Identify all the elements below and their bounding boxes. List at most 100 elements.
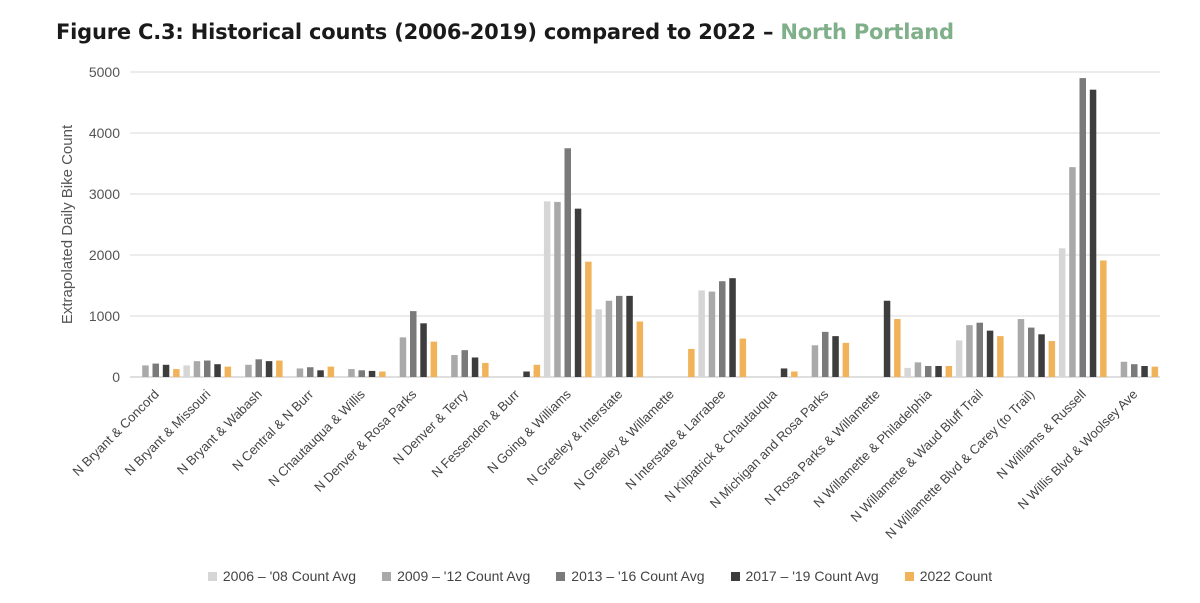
- bar: [1058, 248, 1066, 377]
- chart-title-accent: North Portland: [780, 20, 954, 44]
- bar: [605, 300, 613, 377]
- bar: [410, 311, 417, 377]
- legend-item: 2013 – '16 Count Avg: [556, 568, 705, 584]
- bar: [739, 338, 747, 377]
- bar: [543, 201, 551, 377]
- bars: [142, 78, 1159, 377]
- legend-swatch: [207, 571, 217, 581]
- bar: [451, 355, 458, 377]
- bar: [780, 368, 788, 377]
- legend-swatch: [730, 571, 740, 581]
- bar: [564, 148, 571, 377]
- bar: [296, 368, 304, 377]
- bar: [368, 370, 376, 377]
- x-category-label: N Williams & Russell: [993, 386, 1088, 481]
- bar: [214, 364, 221, 377]
- bar: [471, 357, 479, 377]
- bar: [193, 361, 201, 377]
- bar: [1038, 334, 1045, 377]
- bar: [1017, 319, 1025, 377]
- y-tick-label: 2000: [89, 247, 120, 263]
- x-category-label: N Bryant & Concord: [70, 387, 162, 479]
- bar: [976, 322, 983, 377]
- bar: [616, 295, 623, 377]
- bar: [822, 331, 829, 377]
- legend-label: 2009 – '12 Count Avg: [397, 568, 531, 584]
- bar: [173, 369, 180, 377]
- bar: [595, 309, 602, 377]
- legend-label: 2017 – '19 Count Avg: [745, 568, 879, 584]
- bar: [379, 371, 386, 377]
- x-category-label: N Fessenden & Burr: [428, 386, 522, 480]
- bar: [317, 370, 324, 377]
- bar: [997, 336, 1004, 377]
- bar: [1089, 89, 1097, 377]
- bar: [430, 341, 438, 377]
- legend-label: 2013 – '16 Count Avg: [571, 568, 705, 584]
- legend-item: 2006 – '08 Count Avg: [207, 568, 357, 584]
- bar: [1151, 366, 1159, 377]
- x-category-label: N Denver & Rosa Parks: [311, 386, 420, 495]
- legend-label: 2022 Count: [919, 568, 993, 584]
- legend-item: 2009 – '12 Count Avg: [382, 568, 530, 584]
- x-category-label: N Bryant & Wabash: [174, 387, 265, 478]
- bar: [945, 366, 953, 377]
- bar: [399, 337, 407, 377]
- y-tick-label: 4000: [89, 125, 120, 141]
- bar: [636, 321, 644, 377]
- y-tick-label: 3000: [89, 186, 120, 202]
- bar: [482, 362, 489, 377]
- bar: [791, 371, 798, 377]
- bar: [925, 366, 932, 377]
- gridlines: [130, 71, 1160, 378]
- bar: [688, 348, 695, 377]
- bar: [358, 370, 365, 377]
- bar: [204, 360, 211, 377]
- bar: [1131, 364, 1138, 377]
- bar: [142, 365, 149, 377]
- bar: [255, 359, 262, 377]
- bar: [1028, 327, 1035, 377]
- bar: [533, 364, 541, 377]
- bar: [152, 363, 159, 377]
- bar: [1069, 167, 1076, 377]
- x-category-label: N Chautauqua & Willis: [265, 386, 368, 489]
- bar: [585, 261, 592, 377]
- bar: [1079, 78, 1086, 377]
- y-axis-ticks: 0 1000 2000 3000 4000 5000: [89, 64, 120, 385]
- x-category-label: N Greeley & Willamette: [571, 387, 677, 493]
- bar: [708, 291, 716, 377]
- bar: [327, 366, 335, 377]
- legend-item: 2022 Count: [904, 568, 993, 584]
- bar: [719, 281, 726, 377]
- legend-swatch: [556, 571, 566, 581]
- chart-title-main: Figure C.3: Historical counts (2006-2019…: [56, 20, 781, 44]
- bar: [1120, 361, 1128, 377]
- bar: [1100, 260, 1107, 377]
- bar: [265, 361, 273, 377]
- legend-label: 2006 – '08 Count Avg: [222, 568, 357, 584]
- x-category-label: N Interstate & Larrabee: [622, 387, 728, 493]
- bar: [966, 325, 973, 377]
- bar: [698, 290, 705, 377]
- bar: [1048, 341, 1056, 377]
- x-category-label: N Greeley & Interstate: [524, 387, 626, 489]
- y-tick-label: 1000: [89, 308, 120, 324]
- legend: 2006 – '08 Count Avg 2009 – '12 Count Avg…: [0, 568, 1200, 584]
- bar: [832, 336, 839, 377]
- bar: [904, 367, 911, 377]
- bar: [276, 360, 283, 377]
- bar: [955, 340, 963, 377]
- legend-swatch: [382, 571, 392, 581]
- bar: [842, 342, 850, 377]
- bar: [162, 364, 170, 377]
- bar: [461, 350, 468, 377]
- y-axis-label: Extrapolated Daily Bike Count: [59, 124, 76, 324]
- x-category-label: N Bryant & Missouri: [122, 386, 214, 478]
- bar: [224, 366, 232, 377]
- bar: [883, 300, 891, 377]
- bar: [420, 323, 427, 377]
- bar: [245, 364, 252, 377]
- bar: [626, 295, 633, 377]
